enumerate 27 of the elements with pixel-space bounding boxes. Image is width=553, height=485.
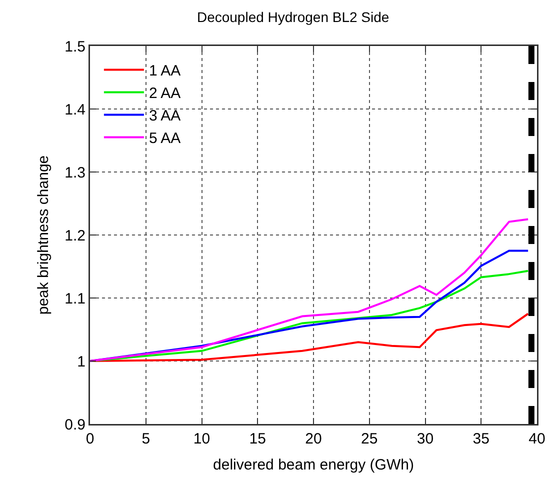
line-series xyxy=(90,218,530,362)
y-tick-label: 1.2 xyxy=(64,227,86,244)
legend-label: 3 AA xyxy=(148,108,181,125)
legend-label: 1 AA xyxy=(148,62,181,80)
y-tick-label: 1.1 xyxy=(64,290,86,308)
y-tick-label: 1.3 xyxy=(64,164,86,182)
x-axis-title: delivered beam energy (GWh) xyxy=(213,456,414,474)
line-series xyxy=(90,250,530,362)
x-tick-label: 0 xyxy=(86,430,94,448)
x-tick-label: 20 xyxy=(305,430,322,448)
x-tick-label: 15 xyxy=(249,430,266,448)
y-tick-label: 1 xyxy=(77,353,86,370)
line-series xyxy=(90,312,530,362)
legend-label: 5 AA xyxy=(148,130,181,148)
x-tick-label: 35 xyxy=(472,430,490,448)
x-tick-label: 5 xyxy=(142,430,150,448)
y-tick-label: 1.5 xyxy=(64,38,86,56)
y-tick-label: 1.4 xyxy=(64,101,86,118)
x-tick-label: 40 xyxy=(528,430,546,448)
y-axis-title: peak brightness change xyxy=(35,155,52,315)
x-tick-label: 10 xyxy=(193,430,210,448)
chart-title: Decoupled Hydrogen BL2 Side xyxy=(196,8,390,25)
line-series xyxy=(90,270,530,362)
y-tick-label: 0.9 xyxy=(64,416,86,434)
x-tick-label: 30 xyxy=(416,430,434,448)
x-tick-label: 25 xyxy=(361,430,378,448)
legend-label: 2 AA xyxy=(148,85,181,102)
